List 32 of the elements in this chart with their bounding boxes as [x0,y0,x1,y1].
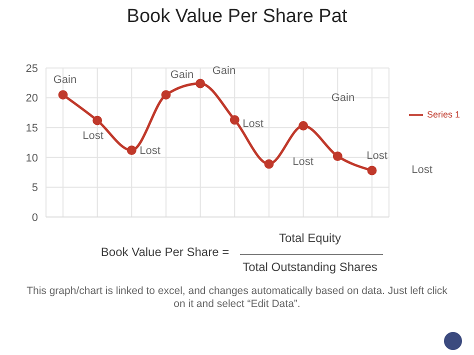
text: Book Value Per Share = [100,245,230,259]
text: Lost [410,164,434,177]
text: Total Equity [278,231,342,245]
point [58,90,68,100]
point [332,151,342,161]
point [264,159,274,169]
point [196,78,206,88]
text: Total Outstanding Shares [242,260,378,274]
y-tick-label: 25 [26,62,38,75]
chart-title: Book Value Per Share Pat [126,6,348,28]
annotation: Lost [242,118,264,131]
annotation: Gain [52,74,78,87]
point [298,121,308,131]
point [92,116,102,126]
annotation: Lost [138,145,162,158]
y-tick-label: 5 [32,182,38,194]
point [126,146,136,155]
y-tick-label: 15 [26,122,38,135]
annotation: Lost [366,150,388,163]
annotation: Gain [330,92,356,105]
point [367,166,377,176]
legend-label: Series 1 [426,109,460,120]
annotation: Gain [169,69,195,82]
annotation: Gain [211,65,237,78]
annotation: Lost [82,130,104,143]
text: This graph/chart is linked to excel, and changes automatically based on data. Just left click on it and select “Edit Data”. [26,285,448,311]
annotation: Lost [292,156,314,169]
point [161,90,171,100]
y-tick-label: 0 [32,212,38,224]
point [230,115,240,125]
y-tick-label: 20 [26,92,38,105]
y-tick-label: 10 [26,152,38,164]
